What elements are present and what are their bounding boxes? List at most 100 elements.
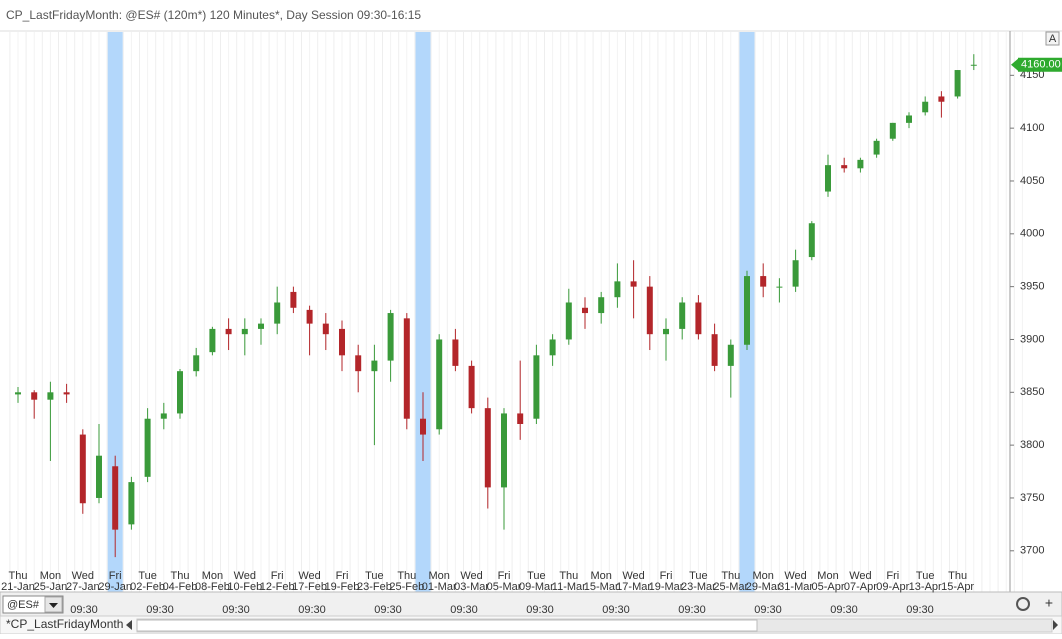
x-weekday-label: Fri xyxy=(109,570,122,582)
candle-body xyxy=(517,413,524,424)
candle-body xyxy=(760,276,767,287)
window-title: CP_LastFridayMonth: @ES# (120m*) 120 Min… xyxy=(6,8,421,22)
x-date-label: 23-Feb xyxy=(357,581,392,593)
x-date-label: 01-Mar xyxy=(422,581,457,593)
time-row: 09:30 09:30 09:30 09:30 09:30 09:30 09:30 09:30… xyxy=(70,604,934,616)
candle-body xyxy=(160,413,167,419)
time-label: 09:30 xyxy=(298,604,326,616)
candle-body xyxy=(646,286,653,335)
x-weekday-label: Wed xyxy=(622,570,644,582)
x-date-label: 29-Mar xyxy=(746,581,781,593)
x-weekday-label: Fri xyxy=(886,570,899,582)
y-tick-label: 3700 xyxy=(1020,545,1044,557)
x-weekday-label: Thu xyxy=(721,570,740,582)
plot-area xyxy=(9,32,1023,592)
x-weekday-label: Mon xyxy=(752,570,773,582)
y-tick-label: 4150 xyxy=(1020,69,1044,81)
last-price-label: 4160.00 xyxy=(1021,59,1061,71)
y-tick-label: 4000 xyxy=(1020,228,1044,240)
candle-body xyxy=(695,302,702,335)
candle-body xyxy=(371,360,378,372)
candle-body xyxy=(679,302,686,329)
time-label: 09:30 xyxy=(146,604,174,616)
candle-body xyxy=(970,64,977,66)
dropdown-arrow[interactable] xyxy=(49,603,58,608)
candle-body xyxy=(47,392,54,400)
candle-body xyxy=(96,455,102,498)
candle-body xyxy=(857,159,864,169)
time-label: 09:30 xyxy=(754,604,782,616)
candle-body xyxy=(15,392,21,395)
time-label: 09:30 xyxy=(374,604,402,616)
candle-body xyxy=(387,313,394,361)
x-date-label: 25-Feb xyxy=(389,581,424,593)
x-weekday-label: Fri xyxy=(660,570,673,582)
candle-body xyxy=(533,355,540,419)
time-label: 09:30 xyxy=(70,604,98,616)
x-weekday-label: Wed xyxy=(849,570,871,582)
x-date-label: 25-Jan xyxy=(34,581,68,593)
candle-body xyxy=(322,323,329,335)
candle-body xyxy=(954,70,961,97)
scroll-right[interactable] xyxy=(1053,620,1058,630)
time-label: 09:30 xyxy=(602,604,630,616)
candle-body xyxy=(112,466,119,530)
scrollbar-thumb[interactable] xyxy=(136,619,758,632)
symbol-text[interactable]: @ES# xyxy=(7,599,40,611)
time-label: 09:30 xyxy=(830,604,858,616)
candle-body xyxy=(306,309,313,324)
x-date-label: 10-Feb xyxy=(227,581,262,593)
candle-body xyxy=(193,355,200,372)
x-date-label: 19-Feb xyxy=(325,581,360,593)
x-date-label: 29-Jan xyxy=(98,581,132,593)
x-weekday-label: Mon xyxy=(202,570,223,582)
candle-body xyxy=(436,339,443,430)
candle-body xyxy=(484,408,491,488)
candle-body xyxy=(468,365,475,409)
y-tick-label: 3950 xyxy=(1020,281,1044,293)
title-bar xyxy=(0,0,1062,31)
auto-scale-button[interactable] xyxy=(1045,31,1060,46)
x-date-label: 13-Apr xyxy=(909,581,942,593)
x-weekday-label: Mon xyxy=(428,570,449,582)
x-date-label: 17-Mar xyxy=(616,581,651,593)
auto-scale-label[interactable]: A xyxy=(1049,33,1057,45)
scroll-left[interactable] xyxy=(126,620,132,630)
x-weekday-label: Tue xyxy=(365,570,384,582)
candle-body xyxy=(339,328,345,356)
candle-body xyxy=(549,339,556,356)
x-weekday-label: Tue xyxy=(527,570,546,582)
candle-body xyxy=(663,328,669,335)
candle-body xyxy=(727,344,734,366)
tab-label[interactable]: *CP_LastFridayMonth xyxy=(6,617,123,631)
x-date-label: 19-Mar xyxy=(649,581,684,593)
x-date-label: 25-Mar xyxy=(713,581,748,593)
candle-body xyxy=(776,286,783,288)
candle-body xyxy=(79,434,86,504)
candle-body xyxy=(452,339,459,366)
x-weekday-label: Tue xyxy=(689,570,708,582)
candle-body xyxy=(128,482,135,525)
y-tick-label: 3800 xyxy=(1020,439,1044,451)
x-weekday-label: Fri xyxy=(498,570,511,582)
x-date-label: 11-Mar xyxy=(552,581,586,593)
y-tick-label: 3850 xyxy=(1020,386,1044,398)
x-date-label: 09-Apr xyxy=(876,581,909,593)
time-label: 09:30 xyxy=(526,604,554,616)
candle-body xyxy=(355,355,362,372)
x-weekday-label: Wed xyxy=(784,570,806,582)
candle-body xyxy=(258,323,264,329)
x-date-label: 02-Feb xyxy=(130,581,165,593)
x-date-label: 09-Mar xyxy=(519,581,554,593)
candle-body xyxy=(922,101,929,113)
candle-body xyxy=(420,418,426,435)
x-weekday-label: Tue xyxy=(916,570,935,582)
candle-body xyxy=(241,328,248,335)
add-button[interactable]: + xyxy=(1045,595,1053,611)
candle-body xyxy=(598,297,605,314)
candle-body xyxy=(177,371,183,414)
x-date-label: 05-Apr xyxy=(811,581,844,593)
refresh-icon[interactable] xyxy=(1016,597,1030,611)
time-label: 09:30 xyxy=(222,604,250,616)
